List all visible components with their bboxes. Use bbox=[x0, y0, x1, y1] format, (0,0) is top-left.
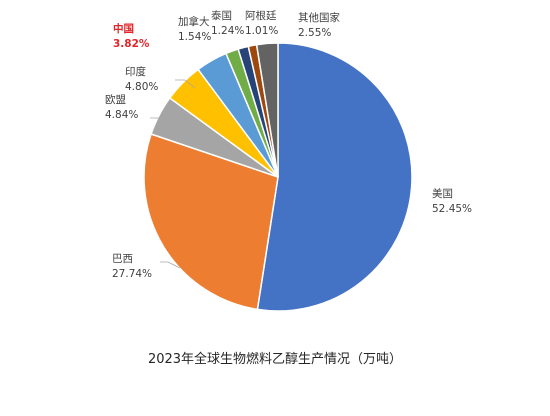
pie-slice-1 bbox=[256, 42, 413, 312]
slice-value-label: 27.74% bbox=[112, 268, 152, 280]
slice-value-label: 1.24% bbox=[211, 25, 244, 37]
slice-name-label: 中国 bbox=[113, 22, 134, 35]
slice-name-label: 泰国 bbox=[211, 9, 232, 22]
slice-value-label: 1.01% bbox=[245, 25, 278, 37]
slice-name-label: 印度 bbox=[125, 65, 146, 78]
slice-name-label: 阿根廷 bbox=[245, 9, 277, 22]
leader-line-2 bbox=[160, 261, 181, 269]
slice-value-label: 3.82% bbox=[113, 38, 150, 50]
slice-value-label: 52.45% bbox=[432, 203, 472, 215]
slice-name-label: 欧盟 bbox=[105, 94, 126, 106]
slice-value-label: 1.54% bbox=[178, 31, 211, 43]
slice-name-label: 其他国家 bbox=[298, 11, 340, 24]
leader-line-3 bbox=[150, 117, 171, 126]
slice-value-label: 4.84% bbox=[105, 109, 138, 121]
slice-name-label: 巴西 bbox=[112, 253, 133, 265]
slice-value-label: 4.80% bbox=[125, 81, 158, 93]
pie-slice-9 bbox=[255, 42, 279, 178]
pie-slice-2 bbox=[143, 133, 279, 311]
slice-name-label: 美国 bbox=[432, 187, 453, 200]
chart-title: 2023年全球生物燃料乙醇生产情况（万吨） bbox=[147, 352, 403, 367]
leader-line-4 bbox=[175, 79, 196, 89]
pie-chart: 美国 52.45% 巴西 27.74% 欧盟 4.84% 印度 4.80% 中国 3.82% 加拿大… bbox=[105, 9, 472, 312]
slice-value-label: 2.55% bbox=[298, 27, 331, 39]
slice-name-label: 加拿大 bbox=[178, 15, 210, 28]
